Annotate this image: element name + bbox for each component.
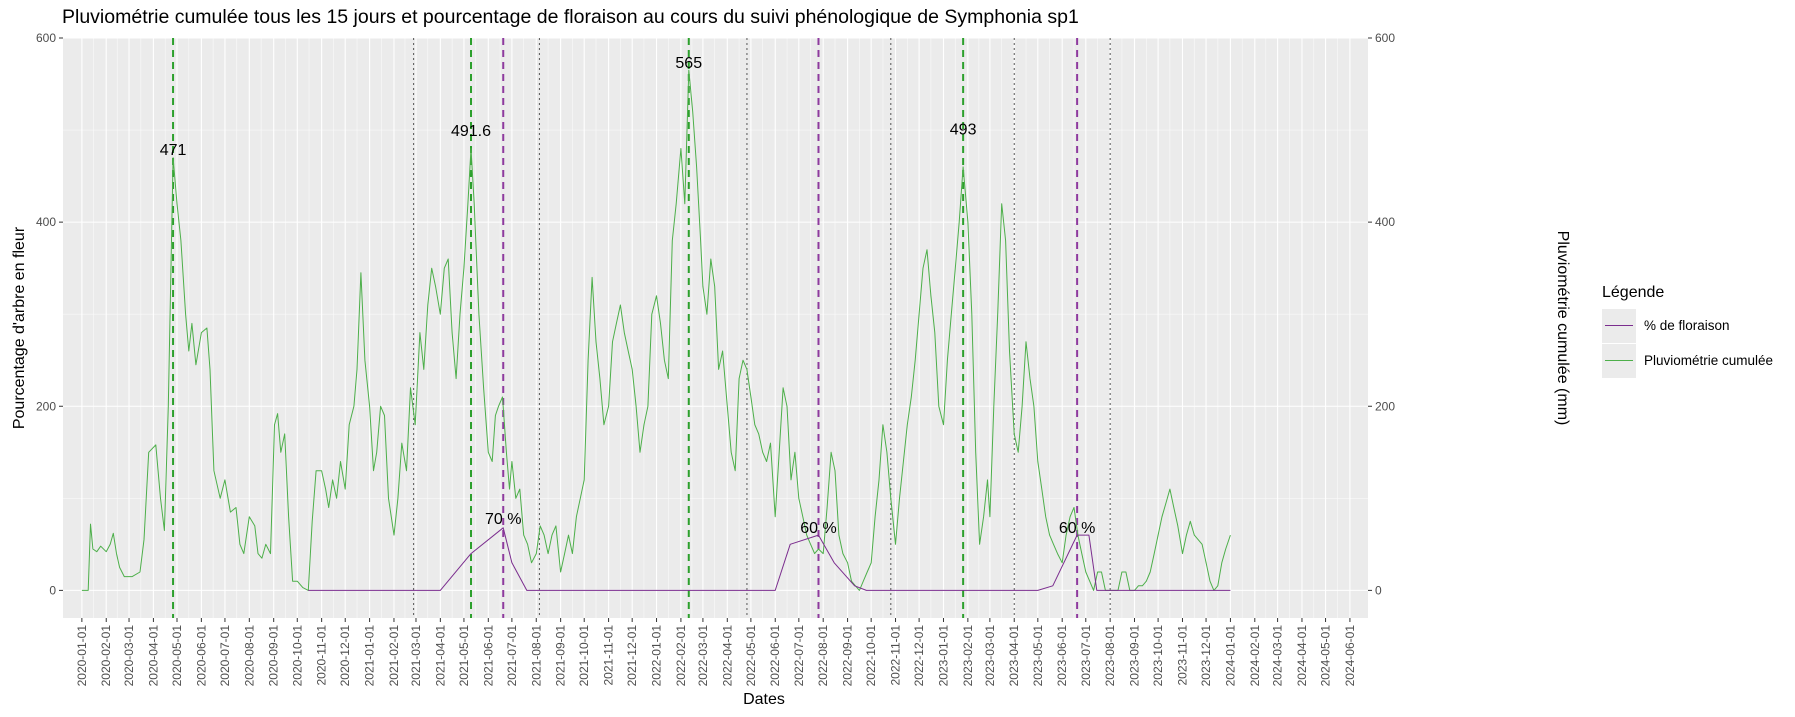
y-tick-label: 200	[1375, 399, 1395, 413]
x-tick-label: 2023-07-01	[1079, 625, 1093, 687]
x-tick-label: 2023-10-01	[1151, 625, 1165, 687]
x-tick-label: 2024-05-01	[1319, 625, 1333, 687]
x-tick-label: 2024-01-01	[1223, 625, 1237, 687]
legend-label: % de floraison	[1644, 318, 1730, 333]
plot-panel	[63, 38, 1368, 618]
major-gridlines	[63, 37, 1368, 618]
x-tick-label: 2021-04-01	[433, 625, 447, 687]
x-tick-label: 2022-01-01	[650, 625, 664, 687]
reference-lines	[172, 38, 1111, 618]
y-tick-label: 600	[1375, 31, 1395, 45]
x-tick-label: 2021-05-01	[457, 625, 471, 687]
x-tick-label: 2023-03-01	[983, 625, 997, 687]
y-tick-label: 600	[36, 31, 56, 45]
x-tick-label: 2021-07-01	[505, 625, 519, 687]
y-tick-label: 200	[36, 399, 56, 413]
legend: Légende % de floraison Pluviométrie cumu…	[1602, 284, 1773, 378]
x-tick-label: 2023-12-01	[1199, 625, 1213, 687]
x-tick-label: 2021-10-01	[577, 625, 591, 687]
x-tick-label: 2020-02-01	[99, 625, 113, 687]
x-tick-label: 2022-05-01	[744, 625, 758, 687]
annotation-label: 471	[160, 142, 187, 159]
chart-title: Pluviométrie cumulée tous les 15 jours e…	[62, 6, 1079, 28]
y-tick-label: 0	[49, 583, 56, 597]
x-tick-label: 2024-02-01	[1248, 625, 1262, 687]
x-tick-label: 2020-01-01	[75, 625, 89, 687]
x-tick-label: 2023-05-01	[1031, 625, 1045, 687]
y-tick-label: 400	[36, 215, 56, 229]
annotation-label: 565	[675, 55, 702, 72]
x-tick-label: 2023-11-01	[1175, 625, 1189, 686]
x-tick-label: 2022-04-01	[720, 625, 734, 687]
x-axis-title: Dates	[743, 691, 785, 708]
y-axis-right-title: Pluviométrie cumulée (mm)	[1554, 231, 1571, 426]
x-tick-label: 2022-11-01	[889, 625, 903, 686]
x-tick-label: 2020-09-01	[267, 625, 281, 687]
x-tick-label: 2021-01-01	[363, 625, 377, 687]
x-tick-label: 2020-04-01	[146, 625, 160, 687]
x-tick-label: 2023-04-01	[1007, 625, 1021, 687]
minor-gridlines	[63, 38, 1368, 618]
x-tick-label: 2020-08-01	[242, 625, 256, 687]
x-tick-label: 2024-06-01	[1343, 625, 1357, 687]
x-tick-label: 2022-07-01	[792, 625, 806, 687]
x-tick-label: 2022-08-01	[816, 625, 830, 687]
x-tick-label: 2023-06-01	[1055, 625, 1069, 687]
x-axis: 2020-01-01 2020-02-01 2020-03-01 2020-04-01…	[75, 618, 1357, 686]
series-pluviometrie-line	[81, 69, 1231, 591]
y-tick-label: 400	[1375, 215, 1395, 229]
annotation-label: 70 %	[485, 511, 521, 528]
annotation-label: 491.6	[451, 123, 491, 140]
series-layer	[81, 69, 1231, 591]
x-tick-label: 2020-06-01	[194, 625, 208, 687]
x-tick-label: 2022-10-01	[864, 625, 878, 687]
x-tick-label: 2020-05-01	[170, 625, 184, 687]
x-tick-label: 2021-11-01	[602, 625, 616, 686]
x-tick-label: 2022-03-01	[696, 625, 710, 687]
legend-item-pluviometrie: Pluviométrie cumulée	[1602, 343, 1773, 378]
x-tick-label: 2021-03-01	[409, 625, 423, 687]
x-tick-label: 2020-07-01	[218, 625, 232, 687]
annotation-label: 493	[950, 122, 977, 139]
x-tick-label: 2023-09-01	[1128, 625, 1142, 687]
x-tick-label: 2022-06-01	[768, 625, 782, 687]
x-tick-label: 2020-12-01	[338, 625, 352, 687]
annotations: 471 491.6 565 493 70 % 60 % 60 %	[160, 55, 1096, 537]
x-tick-label: 2021-12-01	[625, 625, 639, 687]
x-tick-label: 2021-06-01	[481, 625, 495, 687]
legend-key	[1602, 343, 1636, 378]
x-tick-label: 2022-09-01	[841, 625, 855, 687]
x-tick-label: 2020-03-01	[122, 625, 136, 687]
legend-title: Légende	[1602, 284, 1665, 301]
x-tick-label: 2023-08-01	[1103, 625, 1117, 687]
x-tick-label: 2021-08-01	[529, 625, 543, 687]
x-tick-label: 2024-04-01	[1295, 625, 1309, 687]
legend-label: Pluviométrie cumulée	[1644, 353, 1774, 368]
x-tick-label: 2020-10-01	[290, 625, 304, 687]
x-tick-label: 2022-12-01	[912, 625, 926, 687]
x-tick-label: 2020-11-01	[315, 625, 329, 686]
x-tick-label: 2021-02-01	[387, 625, 401, 687]
x-tick-label: 2024-03-01	[1271, 625, 1285, 687]
series-floraison-line	[308, 527, 1231, 591]
y-axis-right: 0 200 400 600	[1368, 31, 1395, 597]
annotation-label: 60 %	[800, 520, 836, 537]
x-tick-label: 2021-09-01	[554, 625, 568, 687]
y-tick-label: 0	[1375, 583, 1382, 597]
y-axis-left: 0 200 400 600	[36, 31, 63, 597]
x-tick-label: 2023-01-01	[936, 625, 950, 687]
x-tick-label: 2022-02-01	[674, 625, 688, 687]
y-axis-left-title: Pourcentage d'arbre en fleur	[11, 226, 28, 429]
legend-item-floraison: % de floraison	[1602, 308, 1773, 343]
x-tick-label: 2023-02-01	[961, 625, 975, 687]
annotation-label: 60 %	[1059, 520, 1095, 537]
legend-key	[1602, 308, 1636, 343]
